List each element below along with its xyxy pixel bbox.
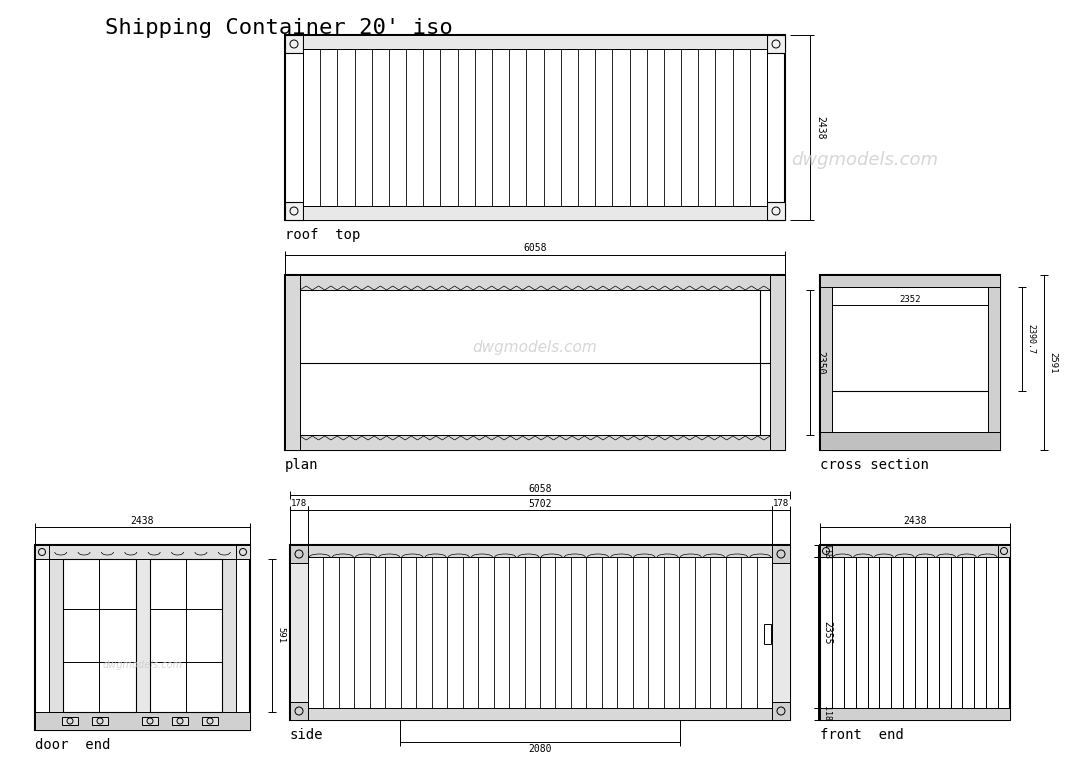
- Bar: [149, 559, 222, 712]
- Bar: [820, 275, 1000, 450]
- Text: 2438: 2438: [903, 516, 927, 526]
- Bar: [285, 202, 303, 220]
- Bar: [285, 435, 785, 450]
- Bar: [291, 545, 308, 563]
- Bar: [820, 275, 1000, 287]
- Bar: [303, 49, 767, 206]
- Bar: [222, 559, 237, 712]
- Text: dwgmodels.com: dwgmodels.com: [473, 340, 597, 355]
- Bar: [767, 202, 785, 220]
- Bar: [202, 717, 218, 725]
- Text: 118: 118: [822, 707, 831, 721]
- Bar: [35, 712, 249, 730]
- Bar: [832, 545, 998, 557]
- Bar: [767, 35, 785, 53]
- Bar: [135, 559, 149, 712]
- Text: 591: 591: [276, 628, 285, 644]
- Bar: [141, 717, 158, 725]
- Bar: [303, 35, 767, 49]
- Text: front  end: front end: [820, 728, 904, 742]
- Bar: [303, 206, 767, 220]
- Text: 118: 118: [822, 543, 831, 559]
- Bar: [820, 708, 832, 720]
- Text: 2350: 2350: [815, 351, 825, 374]
- Bar: [285, 275, 300, 450]
- Bar: [237, 716, 249, 730]
- Bar: [820, 432, 1000, 450]
- Bar: [49, 559, 63, 712]
- Bar: [820, 545, 832, 557]
- Bar: [772, 545, 789, 720]
- Text: 2438: 2438: [815, 116, 825, 139]
- Text: 2438: 2438: [131, 516, 154, 526]
- Bar: [291, 545, 789, 557]
- Text: dwgmodels.com: dwgmodels.com: [792, 151, 939, 169]
- Text: plan: plan: [285, 458, 319, 472]
- Bar: [35, 545, 249, 730]
- Text: Shipping Container 20' iso: Shipping Container 20' iso: [105, 18, 453, 38]
- Text: 6058: 6058: [528, 484, 552, 494]
- Bar: [62, 717, 78, 725]
- Bar: [49, 545, 237, 559]
- Text: 2390.7: 2390.7: [1026, 325, 1035, 354]
- Bar: [285, 275, 785, 290]
- Bar: [770, 275, 785, 450]
- Bar: [285, 275, 785, 450]
- Bar: [998, 545, 1010, 557]
- Text: 2355: 2355: [822, 621, 832, 644]
- Bar: [772, 702, 789, 720]
- Bar: [772, 545, 789, 563]
- Bar: [237, 545, 249, 559]
- Text: door  end: door end: [35, 738, 110, 752]
- Bar: [820, 708, 1010, 720]
- Bar: [820, 545, 1010, 720]
- Text: 178: 178: [291, 499, 307, 508]
- Bar: [285, 35, 303, 53]
- Bar: [92, 717, 108, 725]
- Text: 2591: 2591: [1048, 352, 1057, 373]
- Bar: [832, 287, 988, 432]
- Bar: [172, 717, 188, 725]
- Bar: [291, 702, 308, 720]
- Text: 6058: 6058: [523, 243, 546, 253]
- Bar: [35, 716, 49, 730]
- Bar: [285, 35, 785, 220]
- Text: cross section: cross section: [820, 458, 929, 472]
- Bar: [291, 708, 789, 720]
- Text: 2080: 2080: [528, 744, 552, 754]
- Bar: [764, 624, 771, 644]
- Text: dwgmodels.com: dwgmodels.com: [103, 660, 183, 670]
- Bar: [291, 545, 789, 720]
- Text: 5702: 5702: [528, 499, 552, 509]
- Text: 178: 178: [773, 499, 789, 508]
- Bar: [300, 290, 770, 435]
- Bar: [63, 559, 135, 712]
- Text: side: side: [291, 728, 324, 742]
- Bar: [291, 545, 308, 720]
- Bar: [998, 708, 1010, 720]
- Bar: [35, 545, 49, 559]
- Bar: [820, 275, 832, 450]
- Text: 2352: 2352: [900, 295, 921, 303]
- Text: roof  top: roof top: [285, 228, 361, 242]
- Bar: [988, 275, 1000, 450]
